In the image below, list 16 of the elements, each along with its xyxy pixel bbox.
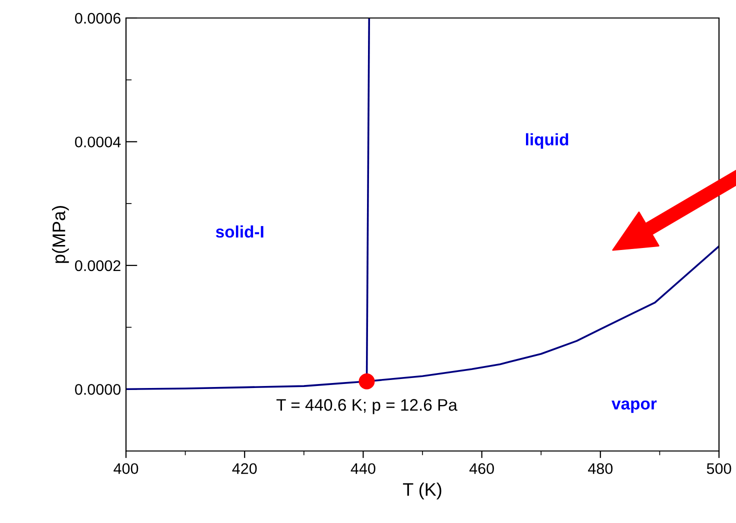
annotation: T = 440.6 K; p = 12.6 Pa (276, 399, 458, 414)
y-axis-title: p(MPa) (52, 206, 69, 263)
x-tick-label: 440 (350, 463, 376, 474)
x-tick-label: 400 (114, 463, 138, 474)
x-axis-title: T (K) (403, 482, 442, 500)
annotation: liquid (526, 133, 568, 149)
annotation: vapor (612, 400, 657, 413)
x-tick-label: 420 (232, 463, 257, 474)
x-tick-label: 460 (469, 463, 494, 474)
y-tick-label: 0.0000 (75, 384, 121, 395)
x-tick-label: 500 (706, 463, 732, 474)
y-tick-label: 0.0002 (75, 260, 120, 272)
y-tick-label: 0.0006 (75, 12, 120, 24)
annotation: solid-I (216, 225, 264, 238)
y-tick-label: 0.0004 (75, 136, 121, 148)
x-tick-label: 480 (588, 463, 613, 474)
